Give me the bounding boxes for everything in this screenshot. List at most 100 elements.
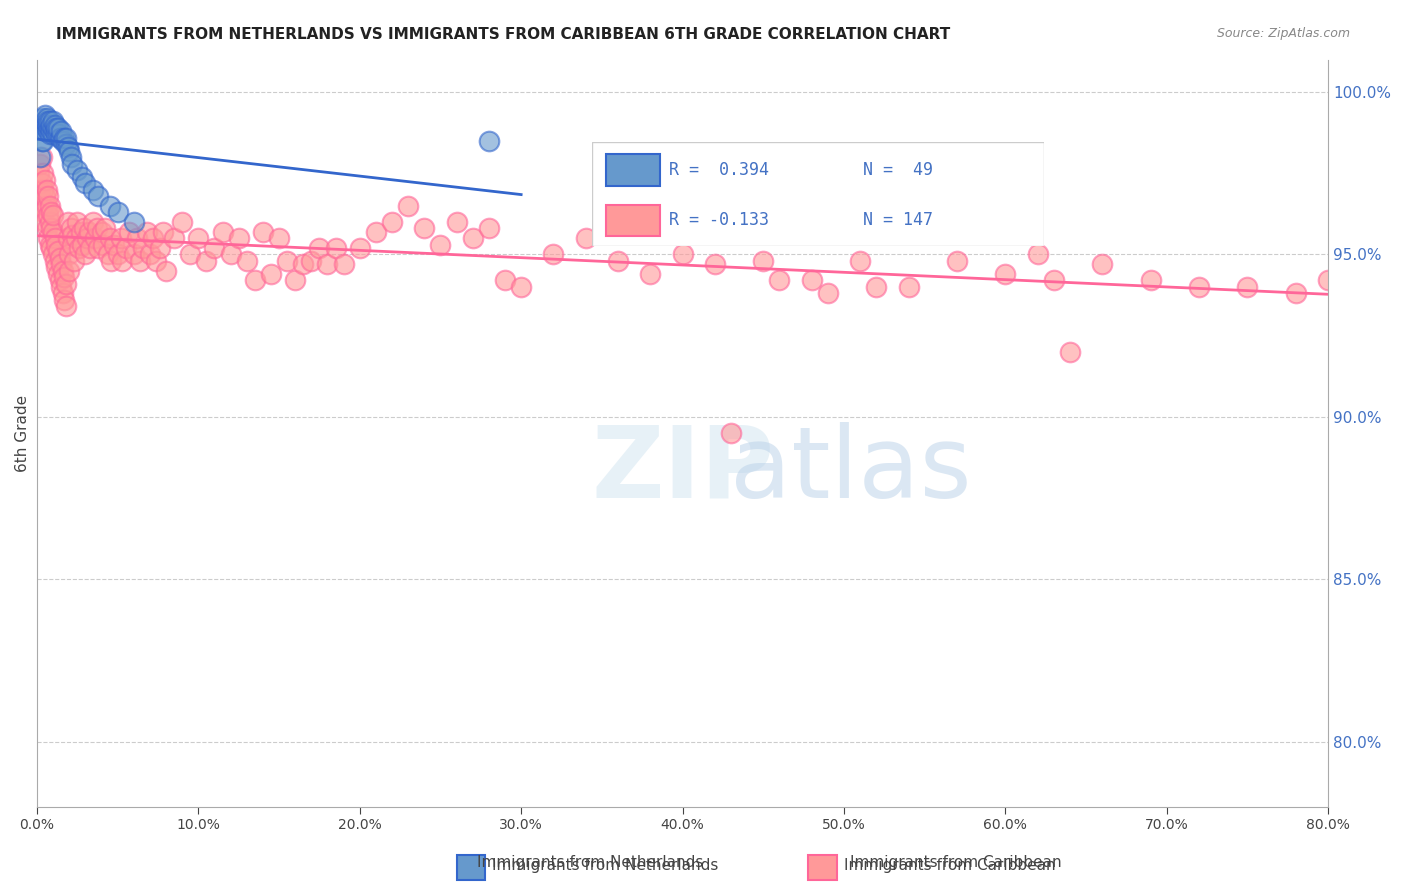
Point — [252, 225, 274, 239]
Point — [34, 124, 56, 138]
Point — [316, 257, 339, 271]
Point — [396, 199, 419, 213]
Bar — [457, 855, 485, 880]
Point — [32, 111, 55, 125]
Point — [42, 209, 65, 223]
Point — [152, 225, 174, 239]
Point — [149, 241, 172, 255]
Point — [32, 166, 55, 180]
Point — [58, 263, 80, 277]
Point — [45, 120, 67, 135]
Point — [48, 273, 70, 287]
Point — [461, 231, 484, 245]
Point — [37, 189, 59, 203]
Point — [49, 280, 72, 294]
Point — [46, 244, 69, 259]
Point — [73, 221, 96, 235]
Point — [49, 130, 72, 145]
Text: Immigrants from Caribbean: Immigrants from Caribbean — [844, 858, 1056, 872]
Point — [142, 231, 165, 245]
Point — [97, 247, 120, 261]
Point — [46, 120, 69, 135]
Point — [87, 189, 110, 203]
Point — [510, 280, 533, 294]
Point — [110, 231, 132, 245]
Point — [381, 215, 404, 229]
Point — [44, 118, 66, 132]
Bar — [808, 855, 837, 880]
Point — [69, 225, 91, 239]
Point — [30, 150, 52, 164]
Point — [478, 221, 501, 235]
Point — [35, 199, 58, 213]
Text: Source: ZipAtlas.com: Source: ZipAtlas.com — [1216, 27, 1350, 40]
Point — [41, 241, 63, 255]
Point — [575, 231, 598, 245]
Point — [34, 114, 56, 128]
Point — [35, 111, 58, 125]
Point — [82, 215, 104, 229]
Point — [118, 225, 141, 239]
Point — [292, 257, 315, 271]
Point — [52, 286, 75, 301]
Point — [46, 128, 69, 142]
Point — [48, 251, 70, 265]
Point — [122, 215, 145, 229]
Point — [1059, 345, 1081, 359]
Point — [994, 267, 1017, 281]
Point — [52, 134, 75, 148]
Point — [31, 150, 53, 164]
Text: Immigrants from Caribbean: Immigrants from Caribbean — [851, 855, 1062, 870]
Point — [67, 241, 90, 255]
Point — [34, 189, 56, 203]
Point — [38, 120, 60, 135]
Point — [34, 173, 56, 187]
Point — [27, 166, 49, 180]
Point — [299, 254, 322, 268]
Point — [103, 237, 125, 252]
Point — [267, 231, 290, 245]
Point — [543, 247, 565, 261]
Point — [34, 108, 56, 122]
Point — [46, 267, 69, 281]
Point — [800, 273, 823, 287]
Point — [135, 225, 157, 239]
Point — [58, 247, 80, 261]
Point — [163, 231, 186, 245]
Point — [284, 273, 307, 287]
Point — [30, 156, 52, 170]
Point — [38, 215, 60, 229]
Point — [817, 286, 839, 301]
Point — [31, 134, 53, 148]
Point — [55, 136, 77, 151]
Point — [1188, 280, 1211, 294]
Point — [42, 225, 65, 239]
Point — [53, 130, 76, 145]
Point — [865, 280, 887, 294]
Point — [70, 169, 93, 184]
Point — [62, 237, 84, 252]
Point — [114, 241, 136, 255]
Point — [56, 231, 79, 245]
Point — [364, 225, 387, 239]
Point — [37, 124, 59, 138]
Point — [349, 241, 371, 255]
Point — [1139, 273, 1161, 287]
Point — [187, 231, 209, 245]
Point — [1042, 273, 1064, 287]
Point — [413, 221, 436, 235]
Point — [91, 237, 114, 252]
Point — [1026, 247, 1049, 261]
Point — [48, 130, 70, 145]
Point — [65, 231, 87, 245]
Point — [77, 225, 100, 239]
Point — [70, 237, 93, 252]
Point — [82, 182, 104, 196]
Point — [38, 237, 60, 252]
Point — [41, 221, 63, 235]
Point — [31, 199, 53, 213]
Point — [42, 247, 65, 261]
Point — [211, 225, 233, 239]
Point — [41, 124, 63, 138]
Point — [53, 270, 76, 285]
